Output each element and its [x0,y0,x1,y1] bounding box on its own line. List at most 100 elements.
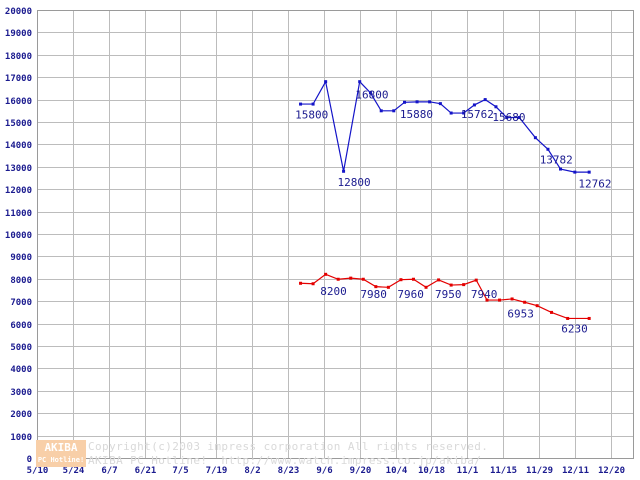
data-point-marker-red [374,285,378,289]
y-axis-tick-label: 16000 [5,97,32,107]
x-axis-tick-label: 7/19 [206,466,228,476]
x-axis-tick-label: 9/20 [350,466,372,476]
data-point-marker-blue [415,100,419,104]
data-point-value-label: 7940 [471,288,498,301]
data-point-value-label: 7960 [397,288,424,301]
x-axis-tick-label: 8/2 [244,466,260,476]
y-axis-tick-label: 9000 [10,253,32,263]
data-point-marker-red [449,283,453,287]
grid-lines [37,10,634,459]
y-axis-tick-label: 4000 [10,365,32,375]
data-point-marker-blue [324,80,328,84]
data-point-marker-blue [483,98,487,102]
data-point-marker-red [361,277,365,281]
x-axis-tick-label: 6/7 [101,466,117,476]
data-point-marker-blue [573,170,577,174]
data-point-marker-blue [342,169,346,173]
y-axis-tick-label: 2000 [10,410,32,420]
y-axis-tick-label: 18000 [5,52,32,62]
axis-lines [37,10,634,459]
y-axis-tick-label: 14000 [5,141,32,151]
data-point-marker-red [474,278,478,282]
y-axis-tick-label: 8000 [10,276,32,286]
series-line-blue [300,79,590,173]
data-point-value-label: 15880 [400,108,433,121]
akiba-pc-hotline-logo: AKIBA PC Hotline! [36,440,86,467]
data-point-marker-blue [299,102,303,106]
x-axis-tick-label: 12/20 [598,466,625,476]
x-axis-tick-label: 7/5 [172,466,188,476]
data-point-marker-red [399,278,403,282]
data-point-value-label: 15800 [295,109,328,122]
data-point-value-label: 6953 [507,307,534,320]
x-axis-tick-label: 11/1 [457,466,479,476]
data-point-marker-blue [462,111,466,115]
data-point-marker-blue [368,91,372,95]
data-point-marker-blue [472,103,476,107]
data-point-marker-red [523,300,527,304]
data-point-value-label: 8200 [320,285,347,298]
x-axis-tick-labels: 5/10 5/24 6/7 6/21 7/5 7/19 8/2 8/23 9/6 9/20 10/4… [27,466,625,476]
data-point-marker-red [386,285,390,289]
data-point-value-label: 12800 [337,176,370,189]
data-point-marker-blue [533,136,537,140]
data-point-marker-blue [449,111,453,115]
y-axis-tick-label: 20000 [5,7,32,17]
logo-title: AKIBA [44,441,78,454]
data-point-marker-red [311,282,315,286]
x-axis-tick-label: 10/4 [386,466,408,476]
data-point-marker-red [349,276,353,280]
data-point-value-label: 16800 [355,88,388,101]
data-point-marker-blue [438,102,442,106]
y-axis-tick-label: 12000 [5,186,32,196]
data-point-marker-red [485,298,489,302]
y-axis-tick-label: 6000 [10,321,32,331]
data-point-marker-red [336,277,340,281]
y-axis-tick-label: 17000 [5,74,32,84]
data-point-marker-blue [392,109,396,113]
x-axis-tick-label: 5/10 [27,466,49,476]
data-point-marker-red [587,316,591,320]
y-axis-tick-label: 0 [27,455,32,465]
data-point-value-label: 7980 [360,288,387,301]
data-point-marker-blue [494,105,498,109]
data-point-marker-red [535,304,539,308]
data-point-marker-blue [587,170,591,174]
y-axis-tick-label: 11000 [5,209,32,219]
data-point-marker-red [510,297,514,301]
data-point-marker-red [566,316,570,320]
y-axis-tick-label: 5000 [10,343,32,353]
y-axis-tick-labels: 2000019000180001700016000150001400013000… [5,7,32,465]
data-point-value-label: 12762 [578,177,611,190]
y-axis-tick-label: 13000 [5,164,32,174]
data-point-marker-blue [505,116,509,120]
data-point-marker-blue [546,147,550,151]
data-point-value-label: 15680 [492,111,525,124]
data-point-value-label: 13782 [540,153,573,166]
data-point-marker-red [550,310,554,314]
data-point-marker-red [462,283,466,287]
y-axis-tick-label: 3000 [10,388,32,398]
y-axis-tick-label: 15000 [5,119,32,129]
data-point-marker-blue [358,80,362,84]
x-axis-tick-label: 12/11 [562,466,589,476]
data-point-marker-blue [428,100,432,104]
data-point-value-label: 15762 [461,108,494,121]
data-point-marker-red [437,278,441,282]
data-point-marker-red [324,272,328,276]
data-point-marker-red [424,285,428,289]
data-point-marker-red [411,277,415,281]
data-point-marker-blue [517,116,521,120]
data-point-marker-blue [559,167,562,171]
data-point-marker-red [299,281,303,285]
x-axis-tick-label: 5/24 [63,466,85,476]
data-point-value-label: 6230 [561,323,588,336]
x-axis-tick-label: 11/15 [490,466,517,476]
y-axis-tick-label: 7000 [10,298,32,308]
data-point-marker-blue [311,102,315,106]
x-axis-tick-label: 9/6 [316,466,332,476]
y-axis-tick-label: 19000 [5,29,32,39]
